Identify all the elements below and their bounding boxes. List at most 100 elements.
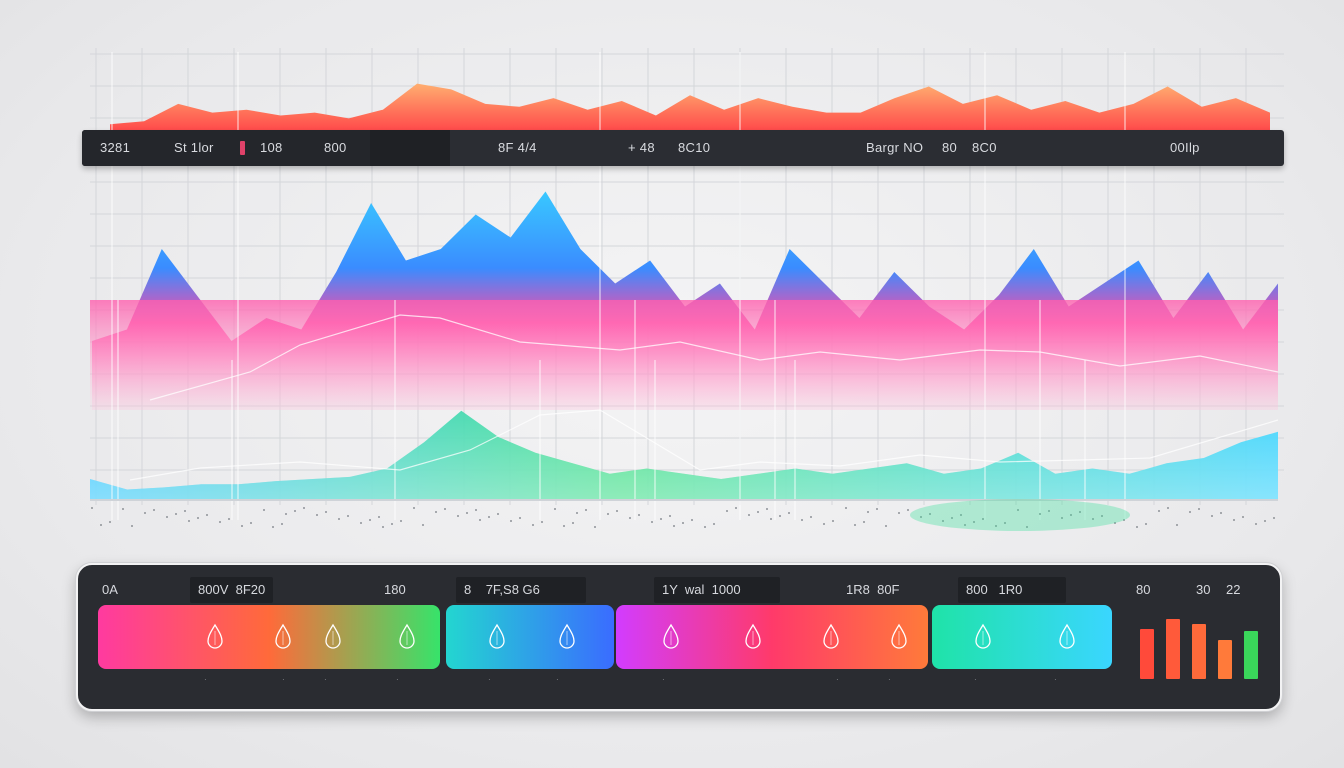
baseline-dot <box>206 514 208 516</box>
baseline-dot <box>435 511 437 513</box>
drop-icon <box>822 623 840 649</box>
baseline-dot <box>1233 519 1235 521</box>
baseline-dot <box>863 521 865 523</box>
panel-tab-3-b: wal <box>684 582 705 597</box>
baseline-dot <box>263 509 265 511</box>
baseline-dot <box>832 520 834 522</box>
sensor-band-3[interactable] <box>616 605 928 669</box>
band-tick: · <box>836 675 839 684</box>
baseline-dot <box>272 526 274 528</box>
panel-tab-1[interactable]: 800V 8F20 <box>190 577 274 603</box>
panel-tab-1-a: 800V <box>198 582 229 597</box>
mini-bar <box>1218 640 1232 679</box>
baseline-dot <box>845 507 847 509</box>
marker-icon <box>240 141 245 155</box>
top-label-3: 108 <box>260 140 283 155</box>
baseline-dot <box>779 515 781 517</box>
baseline-dot <box>951 517 953 519</box>
baseline-dot <box>748 514 750 516</box>
baseline-dot <box>400 520 402 522</box>
panel-tab-4-b: 1R0 <box>998 582 1023 597</box>
band-tick: · <box>204 675 207 684</box>
baseline-dot <box>660 518 662 520</box>
baseline-dot <box>1158 510 1160 512</box>
baseline-dot <box>735 507 737 509</box>
baseline-dot <box>1176 524 1178 526</box>
drop-icon <box>206 623 224 649</box>
baseline-dot <box>541 521 543 523</box>
top-label-11: 00Ilp <box>1170 140 1200 155</box>
baseline-dot <box>1101 515 1103 517</box>
baseline-dot <box>391 523 393 525</box>
top-label-2: St 1lor <box>174 140 214 155</box>
panel-label-2: 180 <box>384 582 406 597</box>
baseline-dot <box>629 517 631 519</box>
drop-icon <box>558 623 576 649</box>
baseline-dot <box>867 511 869 513</box>
band-tick: · <box>488 675 491 684</box>
baseline-dot <box>1264 520 1266 522</box>
panel-label-5: 30 <box>1196 582 1211 597</box>
top-bar-left-segment <box>82 130 370 166</box>
baseline-dot <box>131 525 133 527</box>
baseline-dot <box>1123 519 1125 521</box>
baseline-dot <box>422 524 424 526</box>
panel-tab-3[interactable]: 1Y wal 1000 <box>654 577 780 603</box>
baseline-dot <box>510 520 512 522</box>
baseline-dot <box>554 508 556 510</box>
baseline-dot <box>303 507 305 509</box>
baseline-dot <box>241 525 243 527</box>
baseline-dot <box>973 521 975 523</box>
baseline-dot <box>1273 517 1275 519</box>
baseline-dot <box>982 518 984 520</box>
top-label-1: 3281 <box>100 140 131 155</box>
baseline-dot <box>669 515 671 517</box>
baseline-dot <box>907 509 909 511</box>
baseline-dot <box>726 510 728 512</box>
panel-tab-4[interactable]: 800 1R0 <box>958 577 1066 603</box>
baseline-dot <box>854 524 856 526</box>
sensor-band-2[interactable] <box>446 605 614 669</box>
panel-tab-4-a: 800 <box>966 582 988 597</box>
baseline-dot <box>91 507 93 509</box>
baseline-dot <box>876 508 878 510</box>
baseline-dot <box>920 516 922 518</box>
baseline-dot <box>704 526 706 528</box>
baseline-dot <box>1211 515 1213 517</box>
baseline-dot <box>713 523 715 525</box>
top-label-6: + 48 <box>628 140 655 155</box>
top-label-7: 8C10 <box>678 140 711 155</box>
baseline-dot <box>770 518 772 520</box>
baseline-dot <box>382 526 384 528</box>
baseline-dot <box>166 516 168 518</box>
panel-label-6: 22 <box>1226 582 1241 597</box>
sensor-band-4[interactable] <box>932 605 1112 669</box>
baseline-dot <box>594 526 596 528</box>
panel-label-3-a: 1R8 <box>846 582 870 597</box>
top-label-9: 80 <box>942 140 958 155</box>
band-tick: · <box>888 675 891 684</box>
sensor-band-1[interactable] <box>98 605 440 669</box>
panel-tab-2-b: 7F,S8 G6 <box>485 582 540 597</box>
panel-tab-2-a: 8 <box>464 582 472 597</box>
baseline-dot <box>378 516 380 518</box>
baseline-dot <box>1145 523 1147 525</box>
baseline-dot <box>316 514 318 516</box>
baseline-dot <box>488 516 490 518</box>
baseline-dot <box>228 518 230 520</box>
band-tick: · <box>1054 675 1057 684</box>
baseline-dot <box>457 515 459 517</box>
drop-icon <box>274 623 292 649</box>
baseline-dot <box>1061 517 1063 519</box>
baseline-dot <box>682 522 684 524</box>
baseline-dot <box>616 510 618 512</box>
baseline-dot <box>144 512 146 514</box>
band-tick: · <box>556 675 559 684</box>
baseline-dot <box>995 525 997 527</box>
panel-tab-2[interactable]: 8 7F,S8 G6 <box>456 577 586 603</box>
baseline-dot <box>1242 516 1244 518</box>
pink-line <box>149 314 1279 401</box>
baseline-dot <box>1079 511 1081 513</box>
baseline-dot <box>585 509 587 511</box>
